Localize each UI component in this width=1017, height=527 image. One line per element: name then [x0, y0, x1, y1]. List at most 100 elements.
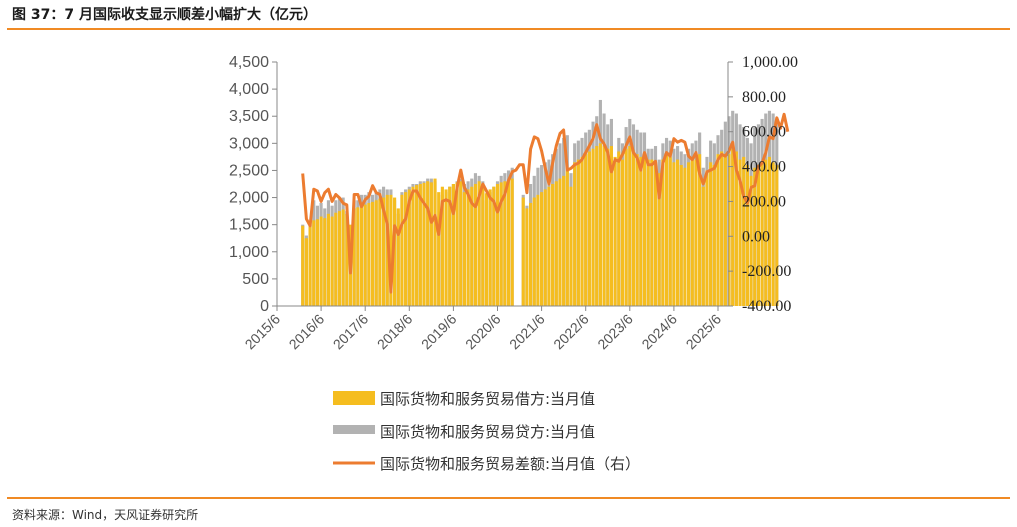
debit-bar	[488, 189, 492, 306]
debit-bar	[742, 156, 746, 306]
debit-bar	[337, 211, 342, 306]
x-tick-label: 2025/6	[683, 311, 725, 353]
debit-bar	[521, 197, 525, 306]
debit-bar	[558, 178, 562, 306]
right-axis-ticks: -400.00 -200.00 0.00 200.00 400.00 600.00 800.…	[728, 54, 798, 315]
x-tick-label: 2021/6	[506, 311, 548, 353]
debit-bar	[341, 209, 345, 306]
debit-bar	[580, 156, 584, 306]
debit-bar	[455, 182, 459, 306]
balance-line	[301, 112, 790, 294]
debit-bar	[506, 180, 511, 306]
axes	[276, 62, 729, 307]
debit-bar	[620, 159, 625, 306]
debit-bar	[345, 213, 349, 306]
debit-bar	[356, 207, 360, 306]
debit-bar	[495, 184, 500, 306]
legend-swatch-debit	[333, 391, 375, 405]
figure-title: 图 37：7 月国际收支显示顺差小幅扩大（亿元）	[12, 7, 317, 23]
left-tick-label: 2,500	[229, 162, 269, 179]
debit-bar	[602, 146, 606, 306]
debit-bar	[635, 154, 639, 306]
debit-bar	[367, 202, 371, 306]
debit-bar	[415, 185, 419, 306]
debit-bar	[720, 151, 724, 306]
debit-bar	[529, 202, 533, 306]
debit-bar	[679, 165, 683, 306]
left-tick-label: 2,000	[229, 190, 269, 207]
debit-bar	[676, 159, 680, 306]
left-tick-label: 3,500	[229, 108, 269, 125]
debit-bar	[481, 184, 485, 306]
debit-bar	[709, 162, 713, 306]
debit-bar	[694, 159, 698, 306]
debit-bar	[591, 148, 595, 306]
debit-bar	[573, 162, 577, 306]
debit-bar	[646, 159, 650, 306]
debit-bar	[723, 156, 727, 306]
debit-bar	[334, 212, 338, 306]
debit-bar	[510, 178, 514, 306]
debit-bar	[451, 184, 455, 306]
debit-bar	[587, 151, 591, 306]
debit-bar	[352, 208, 356, 306]
debit-bar	[690, 156, 694, 306]
debit-bar	[330, 216, 334, 306]
debit-bar	[433, 178, 437, 306]
debit-bar	[418, 184, 422, 306]
debit-bar	[301, 225, 305, 306]
debit-bar	[576, 159, 580, 306]
debit-bar	[470, 186, 474, 306]
debit-bar	[668, 156, 672, 306]
debit-bar	[595, 146, 599, 306]
debit-bar	[304, 238, 308, 306]
debit-bar	[525, 208, 529, 306]
x-tick-label: 2017/6	[330, 311, 372, 353]
debit-bar	[323, 218, 327, 306]
x-tick-label: 2023/6	[594, 311, 636, 353]
debit-bar	[734, 151, 738, 306]
debit-bar	[771, 162, 775, 306]
left-tick-label: 4,000	[229, 81, 269, 98]
debit-bar	[319, 216, 323, 306]
debit-bar	[705, 170, 709, 306]
debit-bar	[698, 154, 702, 306]
debit-bar	[756, 165, 760, 306]
debit-bar	[312, 220, 316, 306]
x-tick-label: 2015/6	[242, 311, 284, 353]
debit-bar	[749, 175, 753, 306]
x-tick-label: 2019/6	[418, 311, 460, 353]
left-tick-label: 1,500	[229, 217, 269, 234]
right-tick-label: 0.00	[742, 228, 770, 245]
debit-bar	[389, 194, 393, 306]
legend-label-balance: 国际货物和服务贸易差额:当月值（右）	[380, 455, 640, 473]
debit-bar	[422, 182, 426, 306]
debit-bar	[448, 186, 452, 306]
debit-bar	[543, 189, 547, 306]
debit-bar	[609, 146, 613, 306]
right-tick-label: 200.00	[742, 193, 786, 210]
footer-rule	[7, 497, 1010, 499]
debit-bar	[315, 219, 319, 306]
right-tick-label: -200.00	[742, 263, 791, 280]
debit-bar	[584, 154, 588, 306]
debit-bar	[477, 181, 481, 306]
left-axis-ticks: 0 500 1,000 1,500 2,000 2,500 3,000 3,500 4,000 4…	[229, 54, 277, 315]
right-tick-label: 600.00	[742, 124, 786, 141]
debit-bar	[701, 186, 705, 306]
x-tick-label: 2024/6	[638, 311, 680, 353]
debit-bar	[547, 186, 551, 306]
debit-bar	[687, 162, 691, 306]
debit-bar	[492, 186, 496, 306]
x-tick-label: 2020/6	[462, 311, 504, 353]
debit-bar	[613, 156, 617, 306]
left-tick-label: 0	[260, 298, 269, 315]
debit-bar	[551, 184, 555, 306]
right-tick-label: -400.00	[742, 298, 791, 315]
debit-bar	[565, 170, 569, 306]
debit-bar	[404, 192, 408, 306]
debit-bar	[374, 200, 378, 306]
x-tick-label: 2018/6	[374, 311, 416, 353]
debit-bar	[745, 165, 749, 306]
x-axis-ticks: 2015/6 2016/6 2017/6 2018/6 2019/6 2020/6 2021…	[242, 306, 725, 353]
